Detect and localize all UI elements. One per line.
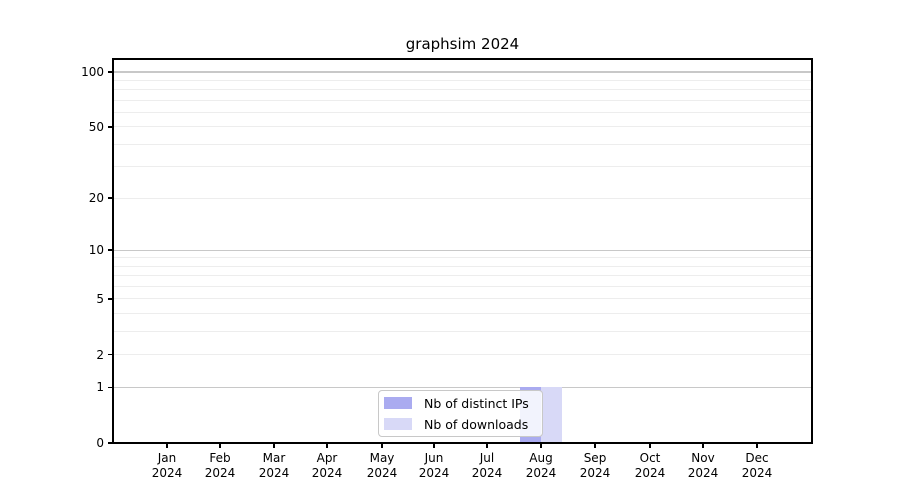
x-axis-tick bbox=[756, 443, 758, 448]
y-gridline-minor bbox=[113, 298, 812, 300]
x-axis-tick bbox=[219, 443, 221, 448]
y-gridline-minor bbox=[113, 99, 812, 101]
y-gridline-minor bbox=[113, 89, 812, 91]
y-axis-tick bbox=[108, 249, 113, 251]
x-axis-tick bbox=[486, 443, 488, 448]
y-gridline-minor bbox=[113, 257, 812, 259]
x-axis-tick bbox=[702, 443, 704, 448]
y-gridline-minor bbox=[113, 354, 812, 356]
y-gridline-minor bbox=[113, 197, 812, 199]
y-gridline-minor bbox=[113, 265, 812, 267]
y-gridline-minor bbox=[113, 126, 812, 128]
y-axis-tick bbox=[108, 197, 113, 199]
x-axis-tick-label: May 2024 bbox=[366, 451, 398, 480]
y-axis-tick bbox=[108, 442, 113, 444]
x-axis-tick bbox=[649, 443, 651, 448]
y-gridline-major bbox=[113, 249, 812, 251]
y-axis-tick-label: 5 bbox=[96, 291, 104, 306]
y-axis-tick-label: 2 bbox=[96, 347, 104, 362]
x-axis-tick-label: Jul 2024 bbox=[471, 451, 503, 480]
chart-title: graphsim 2024 bbox=[405, 35, 520, 53]
x-axis-tick bbox=[273, 443, 275, 448]
gridlines-layer bbox=[113, 59, 812, 443]
y-axis-tick-label: 1 bbox=[96, 380, 104, 395]
x-axis-tick bbox=[594, 443, 596, 448]
y-gridline-major bbox=[113, 71, 812, 73]
legend-label-downloads: Nb of downloads bbox=[424, 416, 529, 432]
x-axis-tick bbox=[540, 443, 542, 448]
y-axis-tick-label: 10 bbox=[88, 243, 104, 258]
x-axis-tick bbox=[381, 443, 383, 448]
y-gridline-minor bbox=[113, 143, 812, 145]
x-axis-tick-label: Feb 2024 bbox=[204, 451, 236, 480]
x-axis-tick-label: Dec 2024 bbox=[741, 451, 773, 480]
legend-item-distinct-ips: Nb of distinct IPs bbox=[384, 394, 542, 412]
x-axis-tick-label: Jan 2024 bbox=[151, 451, 183, 480]
x-axis-tick-label: Apr 2024 bbox=[311, 451, 343, 480]
bar-downloads bbox=[541, 387, 562, 443]
y-axis-tick bbox=[108, 71, 113, 73]
x-axis-tick-label: Jun 2024 bbox=[418, 451, 450, 480]
legend: Nb of distinct IPs Nb of downloads bbox=[378, 390, 543, 437]
y-gridline-minor bbox=[113, 166, 812, 168]
y-axis-tick-label: 0 bbox=[96, 436, 104, 450]
y-axis-tick-label: 20 bbox=[88, 191, 104, 206]
y-gridline-minor bbox=[113, 79, 812, 81]
x-axis-tick bbox=[166, 443, 168, 448]
x-axis-tick-label: Nov 2024 bbox=[687, 451, 719, 480]
y-axis-tick bbox=[108, 298, 113, 300]
y-axis-tick bbox=[108, 126, 113, 128]
x-axis-tick-label: Aug 2024 bbox=[525, 451, 557, 480]
y-gridline-major bbox=[113, 386, 812, 388]
legend-swatch-distinct-ips bbox=[384, 397, 412, 409]
legend-swatch-downloads bbox=[384, 418, 412, 430]
y-gridline-minor bbox=[113, 313, 812, 315]
y-axis-tick bbox=[108, 386, 113, 389]
y-gridline-minor bbox=[113, 112, 812, 114]
x-axis-tick-label: Mar 2024 bbox=[258, 451, 290, 480]
y-axis-tick bbox=[108, 353, 113, 356]
legend-label-distinct-ips: Nb of distinct IPs bbox=[424, 395, 529, 411]
y-axis-tick-label: 100 bbox=[81, 64, 104, 79]
x-axis-tick bbox=[326, 443, 328, 448]
y-gridline-minor bbox=[113, 275, 812, 277]
y-gridline-minor bbox=[113, 331, 812, 333]
legend-item-downloads: Nb of downloads bbox=[384, 415, 542, 433]
y-gridline-minor bbox=[113, 286, 812, 288]
x-axis-tick-label: Sep 2024 bbox=[579, 451, 611, 480]
x-axis-tick-label: Oct 2024 bbox=[634, 451, 666, 480]
x-axis-tick bbox=[433, 443, 435, 448]
y-axis-tick-label: 50 bbox=[88, 119, 104, 134]
